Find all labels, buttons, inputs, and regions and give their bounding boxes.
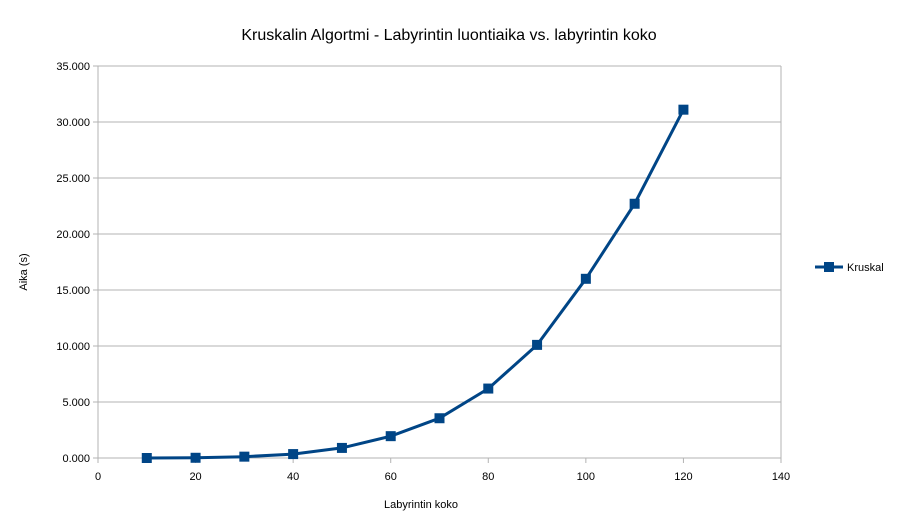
x-axis-title: Labyrintin koko bbox=[384, 499, 458, 511]
data-point bbox=[385, 431, 396, 442]
y-tick-label: 15.000 bbox=[56, 285, 90, 297]
x-tick-label: 0 bbox=[95, 471, 101, 483]
data-point bbox=[141, 453, 152, 463]
y-tick-label: 5.000 bbox=[62, 397, 90, 409]
y-tick-label: 10.000 bbox=[56, 341, 90, 353]
x-tick-label: 60 bbox=[385, 471, 397, 483]
y-tick-label: 0.000 bbox=[62, 453, 90, 465]
x-tick-label: 100 bbox=[577, 471, 595, 483]
y-tick-labels: 0.000 5.000 10.000 15.000 20.000 25.000 30.000… bbox=[56, 61, 90, 465]
y-axis-title: Aika (s) bbox=[18, 253, 30, 290]
y-tick-label: 25.000 bbox=[56, 173, 90, 185]
axes bbox=[93, 65, 782, 463]
y-tick-label: 20.000 bbox=[56, 229, 90, 241]
data-point bbox=[336, 442, 347, 453]
y-tick-label: 30.000 bbox=[56, 117, 90, 129]
data-point bbox=[580, 273, 591, 284]
x-tick-labels: 0 20 40 60 80 100 120 140 bbox=[95, 471, 790, 483]
x-tick-label: 140 bbox=[772, 471, 790, 483]
series-kruskal bbox=[141, 104, 689, 463]
data-point bbox=[629, 198, 640, 209]
data-point bbox=[239, 451, 250, 462]
data-point bbox=[678, 104, 689, 115]
data-point bbox=[434, 413, 445, 424]
legend-label-kruskal: Kruskal bbox=[847, 262, 884, 274]
legend: Kruskal bbox=[815, 262, 884, 274]
x-tick-label: 20 bbox=[189, 471, 201, 483]
y-tick-label: 35.000 bbox=[56, 61, 90, 73]
x-tick-label: 120 bbox=[674, 471, 692, 483]
series-line bbox=[146, 109, 685, 460]
data-point bbox=[288, 449, 299, 460]
data-point bbox=[532, 339, 543, 350]
x-tick-label: 40 bbox=[287, 471, 299, 483]
chart-title: Kruskalin Algortmi - Labyrintin luontiai… bbox=[241, 27, 656, 44]
legend-marker-kruskal bbox=[824, 262, 834, 272]
x-tick-label: 80 bbox=[482, 471, 494, 483]
data-point bbox=[190, 452, 201, 463]
grid-lines bbox=[98, 65, 781, 459]
data-point bbox=[483, 383, 494, 394]
